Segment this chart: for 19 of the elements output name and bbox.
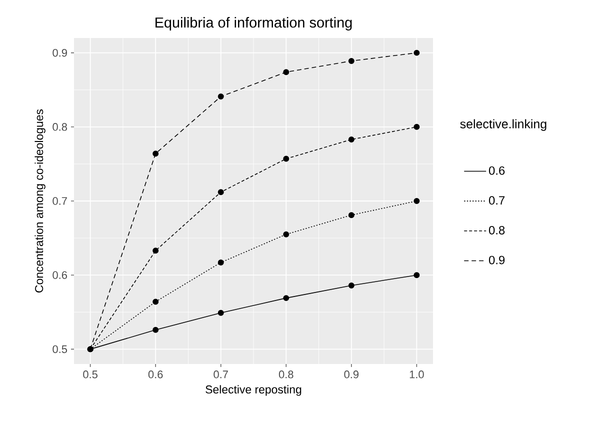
- legend-label: 0.8: [488, 226, 505, 234]
- chart-title: Equilibria of information sorting: [156, 17, 352, 31]
- legend-title: selective.linking: [460, 119, 546, 131]
- x-tick-label: 0.9: [344, 370, 359, 378]
- y-tick-label: 0.7: [52, 197, 67, 205]
- x-tick-label: 1.0: [410, 370, 424, 378]
- y-tick-label: 0.5: [52, 345, 68, 354]
- x-tick-label: 0.6: [148, 370, 163, 378]
- legend-label: 0.7: [488, 196, 505, 205]
- y-tick-label: 0.6: [52, 271, 67, 279]
- y-tick-label: 0.9: [52, 48, 67, 57]
- x-tick-label: 0.5: [83, 370, 98, 378]
- x-tick-label: 0.7: [214, 370, 228, 378]
- legend-label: 0.9: [488, 256, 505, 264]
- y-axis-title: Concentration among co-ideologues: [34, 109, 46, 292]
- x-tick-label: 0.8: [278, 370, 294, 378]
- legend-label: 0.6: [488, 166, 505, 175]
- x-axis-title: Selective reposting: [206, 385, 302, 396]
- y-tick-label: 0.8: [52, 123, 67, 131]
